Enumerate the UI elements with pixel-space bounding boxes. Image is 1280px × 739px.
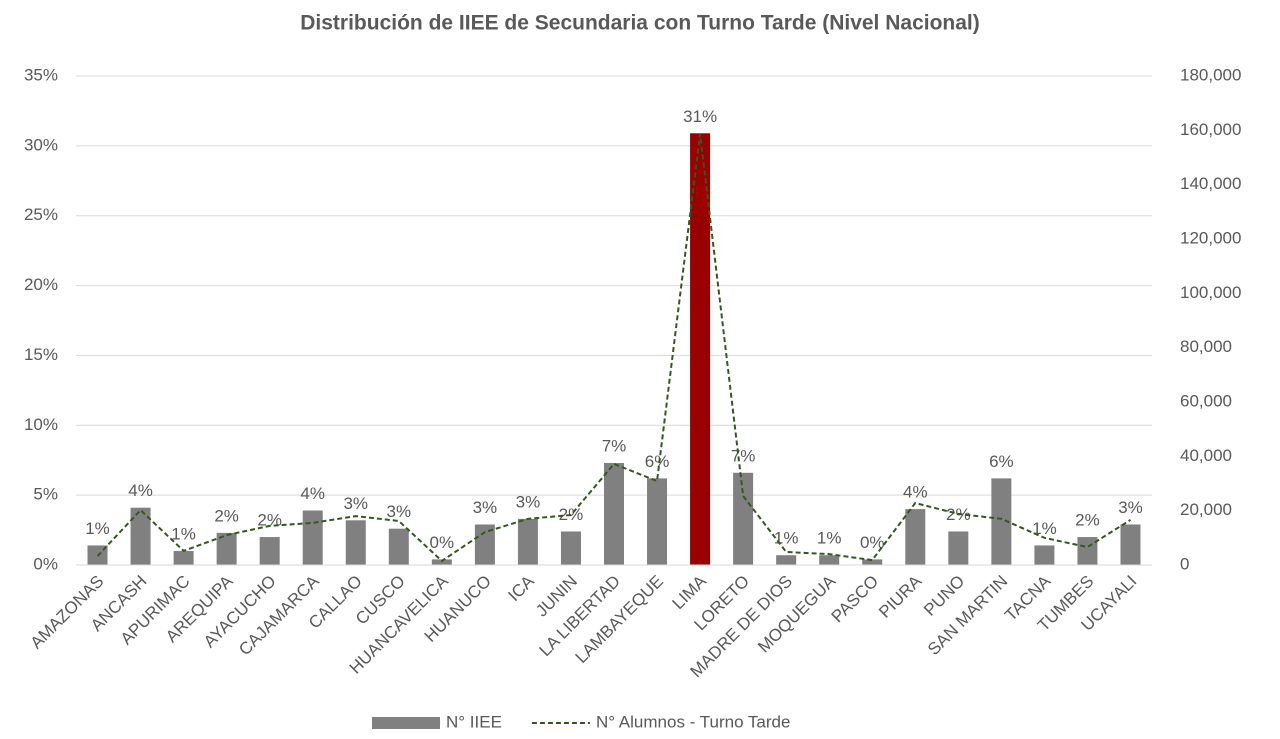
legend-swatch: [372, 717, 440, 729]
bar: [604, 463, 624, 565]
data-label: 2%: [214, 506, 239, 525]
data-label: 3%: [387, 502, 412, 521]
y-tick-label: 20%: [24, 275, 58, 294]
bar: [776, 555, 797, 565]
bar: [1077, 537, 1098, 565]
bar: [905, 509, 926, 565]
data-label: 7%: [602, 436, 627, 455]
bar: [1120, 524, 1141, 565]
y-tick-label: 25%: [24, 205, 58, 224]
data-label: 3%: [473, 498, 498, 517]
data-label: 4%: [903, 483, 928, 502]
data-label: 1%: [817, 529, 842, 548]
bar: [819, 555, 840, 565]
data-label: 2%: [559, 505, 584, 524]
bar: [216, 532, 237, 565]
bar: [647, 478, 668, 565]
bar: [474, 524, 495, 565]
data-label: 3%: [1118, 498, 1143, 517]
bar: [431, 559, 452, 565]
line: [96, 134, 1132, 563]
bar: [862, 559, 883, 565]
bar: [690, 133, 711, 566]
data-label: 4%: [128, 481, 153, 500]
data-label: 2%: [1075, 511, 1100, 530]
y-tick-label: 30%: [24, 135, 58, 154]
data-label: 1%: [1032, 519, 1057, 538]
legend-label: N° IIEE: [446, 712, 502, 731]
y2-tick-label: 120,000: [1180, 228, 1241, 247]
data-label: 7%: [731, 446, 756, 465]
y2-tick-label: 100,000: [1180, 283, 1241, 302]
bar: [948, 531, 969, 565]
y2-tick-label: 20,000: [1180, 500, 1232, 519]
bar: [173, 551, 194, 565]
data-label: 31%: [683, 107, 717, 126]
data-label: 6%: [645, 452, 670, 471]
y-tick-label: 35%: [24, 65, 58, 84]
y2-tick-label: 140,000: [1180, 174, 1241, 193]
x-tick-label: ICA: [504, 571, 538, 605]
y2-tick-label: 180,000: [1180, 65, 1241, 84]
bar: [302, 510, 323, 565]
y2-tick-label: 0: [1180, 554, 1189, 573]
bar: [991, 478, 1012, 565]
y2-tick-label: 160,000: [1180, 120, 1241, 139]
y2-tick-label: 80,000: [1180, 337, 1232, 356]
bar: [560, 531, 581, 565]
data-label: 1%: [171, 525, 196, 544]
bar: [130, 507, 151, 565]
bar: [259, 537, 280, 565]
bar: [733, 472, 754, 565]
data-label: 0%: [860, 533, 885, 552]
data-label: 1%: [774, 529, 799, 548]
chart-title: Distribución de IIEE de Secundaria con T…: [300, 12, 980, 35]
x-tick-label: PIURA: [875, 571, 926, 622]
data-label: 1%: [85, 519, 110, 538]
y-tick-label: 10%: [24, 415, 58, 434]
data-label: 3%: [516, 492, 541, 511]
data-label: 6%: [989, 452, 1014, 471]
y-tick-label: 5%: [33, 485, 58, 504]
data-label: 4%: [300, 484, 325, 503]
bar: [517, 518, 538, 565]
y2-tick-label: 60,000: [1180, 391, 1232, 410]
y2-tick-label: 40,000: [1180, 446, 1232, 465]
x-tick-label: PASCO: [828, 572, 883, 627]
bar: [1034, 545, 1055, 565]
y-tick-label: 15%: [24, 345, 58, 364]
y-tick-label: 0%: [33, 554, 58, 573]
data-label: 0%: [430, 533, 455, 552]
bar: [345, 520, 366, 565]
data-label: 3%: [343, 494, 368, 513]
legend-label: N° Alumnos - Turno Tarde: [596, 712, 791, 731]
bar: [388, 528, 409, 565]
